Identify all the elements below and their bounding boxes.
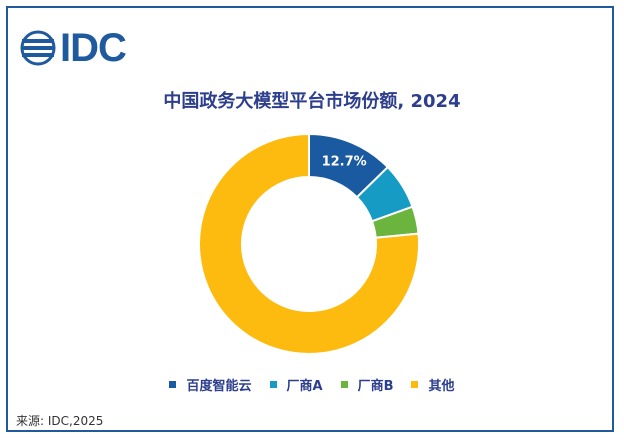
source-note: 来源: IDC,2025 — [16, 414, 104, 428]
chart-frame — [6, 6, 614, 432]
idc-logo: IDC — [20, 26, 127, 70]
chart-title: 中国政务大模型平台市场份额, 2024 — [163, 91, 461, 112]
legend-item-2: 厂商B — [340, 375, 394, 394]
legend-label: 厂商A — [286, 379, 323, 394]
legend-swatch — [340, 381, 348, 388]
legend-label: 其他 — [428, 379, 455, 394]
slice-3 — [198, 132, 420, 355]
legend-swatch — [411, 381, 419, 388]
legend-label: 厂商B — [357, 379, 394, 394]
legend-item-3: 其他 — [411, 375, 455, 394]
legend-label: 百度智能云 — [186, 379, 252, 394]
logo-text: IDC — [60, 26, 127, 70]
legend-swatch — [169, 381, 177, 388]
chart-legend: 百度智能云 厂商A 厂商B 其他 — [0, 375, 624, 394]
slice-label-0: 12.7% — [322, 155, 367, 170]
legend-item-1: 厂商A — [269, 375, 323, 394]
legend-item-0: 百度智能云 — [169, 375, 252, 394]
globe-icon — [20, 30, 56, 66]
legend-swatch — [269, 381, 277, 388]
